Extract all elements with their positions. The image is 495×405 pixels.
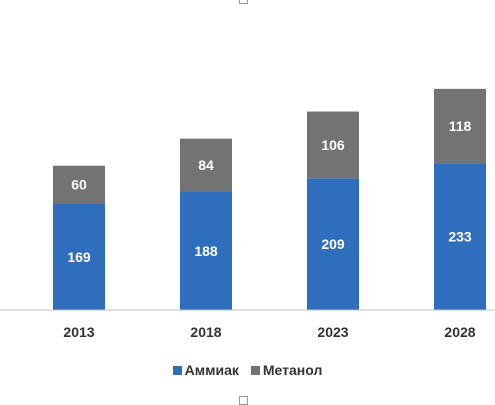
data-label-ammonia-2018: 188: [194, 243, 218, 259]
bar-ammonia-2018: [180, 191, 232, 310]
legend-swatch-methanol: [250, 365, 260, 375]
data-label-methanol-2018: 84: [198, 157, 214, 173]
top-resize-handle[interactable]: [239, 0, 248, 4]
x-tick-label-2018: 2018: [190, 324, 221, 340]
x-tick-label-2023: 2023: [317, 324, 348, 340]
bars-layer: 169 60 188 84 209 106 233 118: [53, 88, 486, 310]
bar-ammonia-2028: [434, 163, 486, 310]
bar-ammonia-2023: [307, 178, 359, 310]
legend: Аммиак Метанол: [0, 362, 495, 378]
data-label-methanol-2028: 118: [449, 118, 472, 134]
data-label-ammonia-2028: 233: [448, 229, 472, 245]
bar-methanol-2013: [53, 165, 105, 204]
bar-methanol-2023: [307, 111, 359, 179]
legend-label-ammonia: Аммиак: [184, 362, 239, 378]
bottom-resize-handle[interactable]: [239, 396, 248, 405]
data-label-methanol-2023: 106: [321, 137, 345, 153]
x-tick-labels: 2013 2018 2023 2028: [63, 324, 475, 340]
data-label-ammonia-2023: 209: [321, 236, 345, 252]
x-tick-label-2013: 2013: [63, 324, 94, 340]
data-label-methanol-2013: 60: [71, 177, 87, 193]
bar-methanol-2018: [180, 138, 232, 192]
data-label-ammonia-2013: 169: [67, 249, 91, 265]
bar-ammonia-2013: [53, 203, 105, 310]
legend-swatch-ammonia: [172, 365, 182, 375]
bar-methanol-2028: [434, 88, 486, 164]
legend-label-methanol: Метанол: [262, 362, 323, 378]
legend-item-methanol: Метанол: [250, 362, 323, 378]
x-tick-label-2028: 2028: [444, 324, 475, 340]
legend-item-ammonia: Аммиак: [172, 362, 239, 378]
